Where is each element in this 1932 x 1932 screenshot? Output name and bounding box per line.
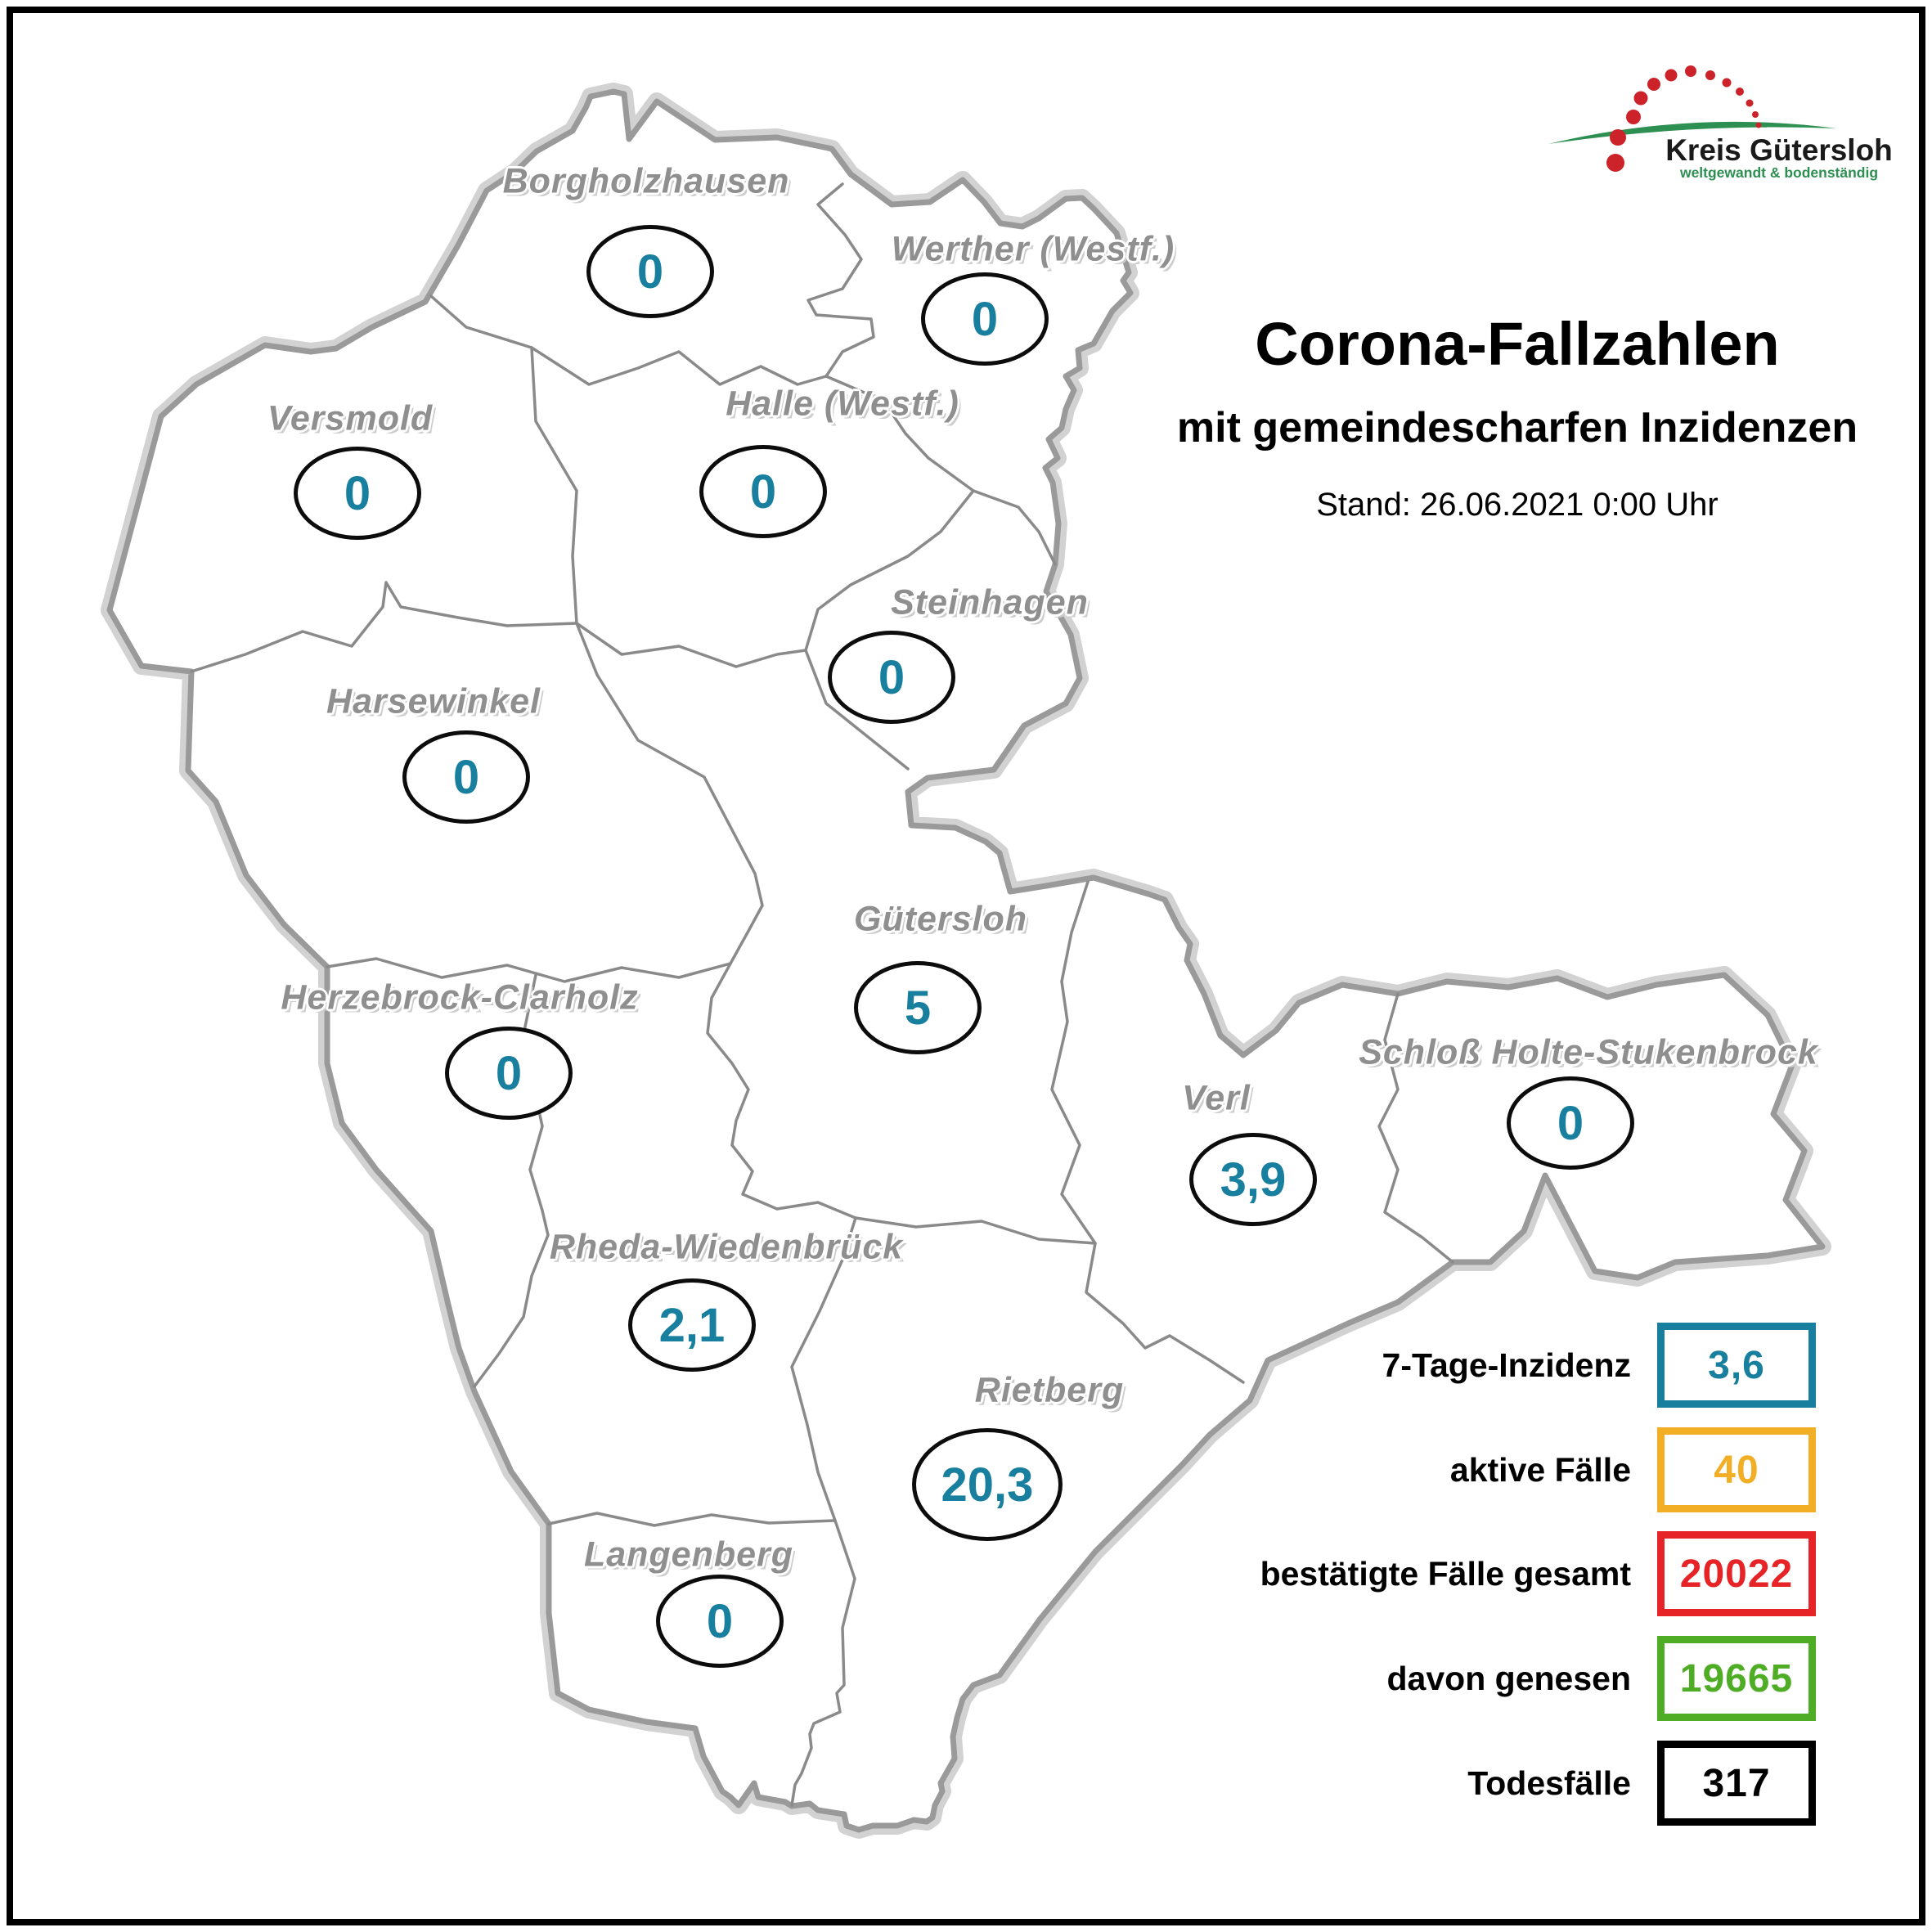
incidence-ellipse-werther: 0 (921, 272, 1049, 366)
logo-swoosh (1548, 121, 1836, 144)
incidence-ellipse-steinhagen: 0 (828, 631, 955, 724)
logo-claim: weltgewandt & bodenständig (1679, 164, 1879, 181)
page-subtitle: mit gemeindescharfen Inzidenzen (1176, 404, 1858, 452)
incidence-value: 0 (344, 466, 371, 520)
logo-name: Kreis Gütersloh (1665, 133, 1893, 167)
legend-row-aktive: aktive Fälle 40 (1170, 1427, 1816, 1512)
municipality-label-herzebrock-clarholz: Herzebrock-Clarholz (281, 977, 639, 1018)
incidence-value: 0 (636, 245, 664, 299)
municipality-label-harsewinkel: Harsewinkel (326, 681, 541, 721)
legend-row-inzidenz: 7-Tage-Inzidenz 3,6 (1170, 1323, 1816, 1408)
incidence-value: 0 (1557, 1096, 1584, 1150)
title-block: Corona-Fallzahlen mit gemeindescharfen I… (1104, 309, 1930, 523)
incidence-ellipse-verl: 3,9 (1189, 1133, 1317, 1226)
incidence-ellipse-rheda-wiedenbrueck: 2,1 (628, 1278, 756, 1372)
incidence-value: 0 (971, 292, 999, 346)
municipality-label-halle: Halle (Westf.) (726, 384, 959, 424)
incidence-value: 0 (706, 1594, 734, 1648)
legend-row-genesen: davon genesen 19665 (1170, 1636, 1816, 1721)
municipality-label-borgholzhausen: Borgholzhausen (502, 161, 790, 201)
incidence-ellipse-schloss-holte-stukenbrock: 0 (1507, 1076, 1634, 1170)
legend-row-bestaetigte: bestätigte Fälle gesamt 20022 (1170, 1531, 1816, 1616)
incidence-value: 0 (878, 650, 905, 704)
incidence-ellipse-guetersloh: 5 (854, 961, 982, 1054)
district-boundary (101, 83, 1831, 1839)
page-title: Corona-Fallzahlen (1255, 310, 1780, 378)
incidence-value: 3,9 (1220, 1152, 1287, 1206)
status-date: Stand: 26.06.2021 0:00 Uhr (1316, 487, 1719, 523)
legend-label: Todesfälle (1467, 1764, 1631, 1802)
municipality-label-guetersloh: Gütersloh (853, 899, 1028, 939)
incidence-ellipse-harsewinkel: 0 (402, 730, 530, 824)
municipality-label-verl: Verl (1182, 1078, 1251, 1118)
municipality-label-werther: Werther (Westf.) (891, 229, 1175, 269)
legend-box-aktive: 40 (1657, 1427, 1816, 1512)
incidence-ellipse-versmold: 0 (294, 447, 421, 540)
logo-graphic (1548, 65, 1836, 172)
legend-label: 7-Tage-Inzidenz (1382, 1346, 1631, 1384)
legend-value: 19665 (1679, 1656, 1794, 1701)
municipality-label-schloss-holte-stukenbrock: Schloß Holte-Stukenbrock (1359, 1032, 1818, 1072)
incidence-value: 5 (904, 981, 932, 1035)
legend-row-todesfaelle: Todesfälle 317 (1170, 1741, 1816, 1826)
legend-label: davon genesen (1386, 1659, 1631, 1697)
legend-label: bestätigte Fälle gesamt (1260, 1554, 1631, 1593)
incidence-value: 0 (452, 750, 480, 804)
incidence-ellipse-langenberg: 0 (656, 1575, 784, 1668)
municipality-label-steinhagen: Steinhagen (891, 582, 1089, 622)
legend-value: 317 (1702, 1761, 1771, 1805)
legend-label: aktive Fälle (1449, 1450, 1631, 1489)
legend-box-bestaetigte: 20022 (1657, 1531, 1816, 1616)
incidence-value: 20,3 (941, 1458, 1034, 1512)
incidence-value: 2,1 (658, 1298, 726, 1352)
municipal-borders (190, 182, 1454, 1807)
logo-dots-arc (1606, 65, 1762, 172)
municipality-label-rheda-wiedenbrueck: Rheda-Wiedenbrück (549, 1227, 904, 1267)
legend-value: 40 (1714, 1448, 1759, 1492)
municipality-label-rietberg: Rietberg (974, 1370, 1125, 1410)
incidence-ellipse-borgholzhausen: 0 (586, 225, 714, 318)
incidence-ellipse-halle: 0 (699, 445, 827, 538)
kreis-guetersloh-logo: Kreis Gütersloh weltgewandt & bodenständ… (1513, 47, 1922, 195)
incidence-ellipse-rietberg: 20,3 (912, 1428, 1063, 1541)
municipality-label-langenberg: Langenberg (583, 1534, 794, 1575)
legend-box-inzidenz: 3,6 (1657, 1323, 1816, 1408)
incidence-value: 0 (495, 1046, 523, 1100)
district-boundary-line (106, 88, 1826, 1833)
municipality-label-versmold: Versmold (267, 398, 434, 438)
legend-box-todesfaelle: 317 (1657, 1741, 1816, 1826)
incidence-value: 0 (749, 465, 777, 519)
incidence-ellipse-herzebrock-clarholz: 0 (445, 1027, 573, 1120)
legend-box-genesen: 19665 (1657, 1636, 1816, 1721)
legend-value: 3,6 (1708, 1343, 1765, 1387)
legend-value: 20022 (1679, 1552, 1794, 1596)
